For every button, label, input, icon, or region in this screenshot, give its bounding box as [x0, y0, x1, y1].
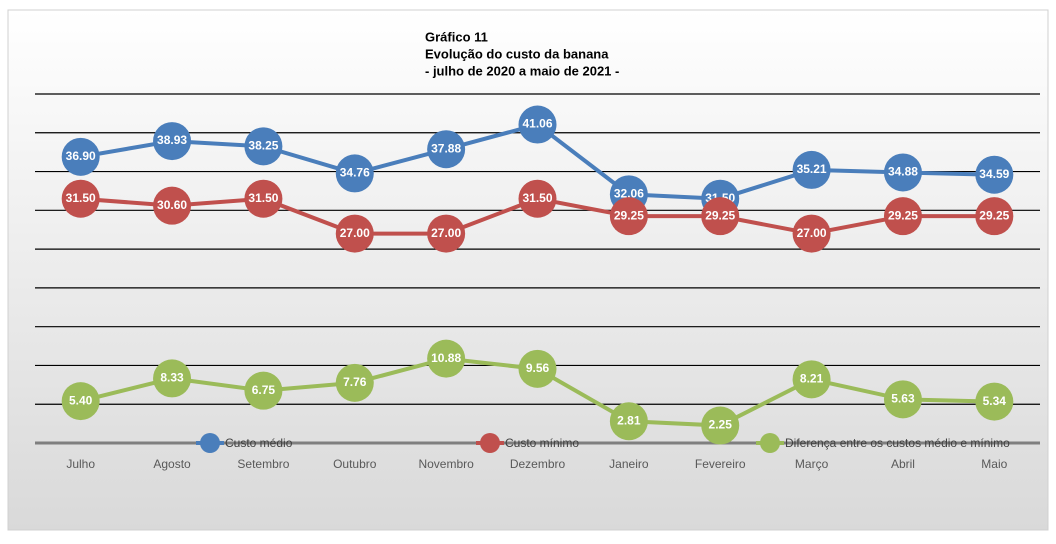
- marker: [153, 359, 192, 398]
- data-label: 5.34: [983, 394, 1007, 408]
- data-label: 5.63: [891, 392, 915, 406]
- x-tick-label: Julho: [66, 457, 95, 471]
- marker: [701, 197, 740, 236]
- data-label: 27.00: [797, 226, 827, 240]
- data-label: 37.88: [431, 141, 461, 155]
- marker: [427, 339, 466, 378]
- legend-label: Custo mínimo: [505, 436, 579, 450]
- x-tick-label: Fevereiro: [695, 457, 746, 471]
- data-label: 8.21: [800, 371, 824, 385]
- data-label: 31.50: [66, 191, 96, 205]
- marker: [244, 371, 283, 410]
- chart-area: [7, 9, 1049, 531]
- legend-swatch: [480, 433, 500, 453]
- marker: [883, 197, 922, 236]
- chart-title: Gráfico 11: [425, 29, 488, 44]
- data-label: 29.25: [888, 208, 918, 222]
- marker: [792, 214, 831, 253]
- data-label: 34.59: [979, 167, 1009, 181]
- chart-title: - julho de 2020 a maio de 2021 -: [425, 63, 619, 78]
- marker: [335, 214, 374, 253]
- data-label: 29.25: [614, 208, 644, 222]
- data-label: 31.50: [522, 191, 552, 205]
- data-label: 29.25: [979, 208, 1009, 222]
- data-label: 38.93: [157, 133, 187, 147]
- data-label: 30.60: [157, 198, 187, 212]
- data-label: 2.81: [617, 413, 641, 427]
- marker: [61, 382, 100, 421]
- x-tick-label: Dezembro: [510, 457, 566, 471]
- legend-label: Custo médio: [225, 436, 293, 450]
- x-tick-label: Maio: [981, 457, 1007, 471]
- legend-swatch: [200, 433, 220, 453]
- marker: [975, 197, 1014, 236]
- data-label: 10.88: [431, 351, 461, 365]
- data-label: 38.25: [248, 139, 278, 153]
- x-tick-label: Março: [795, 457, 829, 471]
- data-label: 35.21: [797, 162, 827, 176]
- marker: [153, 122, 192, 161]
- data-label: 7.76: [343, 375, 367, 389]
- x-tick-label: Abril: [891, 457, 915, 471]
- data-label: 34.88: [888, 165, 918, 179]
- x-tick-label: Outubro: [333, 457, 377, 471]
- x-tick-label: Agosto: [153, 457, 191, 471]
- data-label: 9.56: [526, 361, 550, 375]
- marker: [61, 137, 100, 176]
- data-label: 32.06: [614, 187, 644, 201]
- chart-title: Evolução do custo da banana: [425, 46, 609, 61]
- x-tick-label: Novembro: [418, 457, 474, 471]
- legend-swatch: [760, 433, 780, 453]
- marker: [61, 179, 100, 218]
- data-label: 29.25: [705, 208, 735, 222]
- marker: [153, 186, 192, 225]
- data-label: 34.76: [340, 166, 370, 180]
- marker: [335, 363, 374, 402]
- data-label: 31.50: [248, 191, 278, 205]
- marker: [244, 179, 283, 218]
- legend-label: Diferença entre os custos médio e mínimo: [785, 436, 1010, 450]
- marker: [609, 402, 648, 441]
- data-label: 36.90: [66, 149, 96, 163]
- data-label: 8.33: [160, 371, 184, 385]
- data-label: 41.06: [522, 117, 552, 131]
- marker: [427, 130, 466, 169]
- data-label: 6.75: [252, 383, 276, 397]
- marker: [518, 349, 557, 388]
- marker: [518, 105, 557, 144]
- marker: [792, 150, 831, 189]
- marker: [244, 127, 283, 166]
- marker: [883, 153, 922, 192]
- data-label: 27.00: [340, 226, 370, 240]
- x-tick-label: Setembro: [237, 457, 289, 471]
- marker: [975, 155, 1014, 194]
- x-tick-label: Janeiro: [609, 457, 649, 471]
- marker: [883, 380, 922, 419]
- data-label: 2.25: [709, 418, 733, 432]
- marker: [701, 406, 740, 445]
- marker: [792, 360, 831, 399]
- marker: [518, 179, 557, 218]
- data-label: 27.00: [431, 226, 461, 240]
- data-label: 5.40: [69, 393, 93, 407]
- marker: [427, 214, 466, 253]
- marker: [335, 154, 374, 193]
- marker: [975, 382, 1014, 421]
- marker: [609, 197, 648, 236]
